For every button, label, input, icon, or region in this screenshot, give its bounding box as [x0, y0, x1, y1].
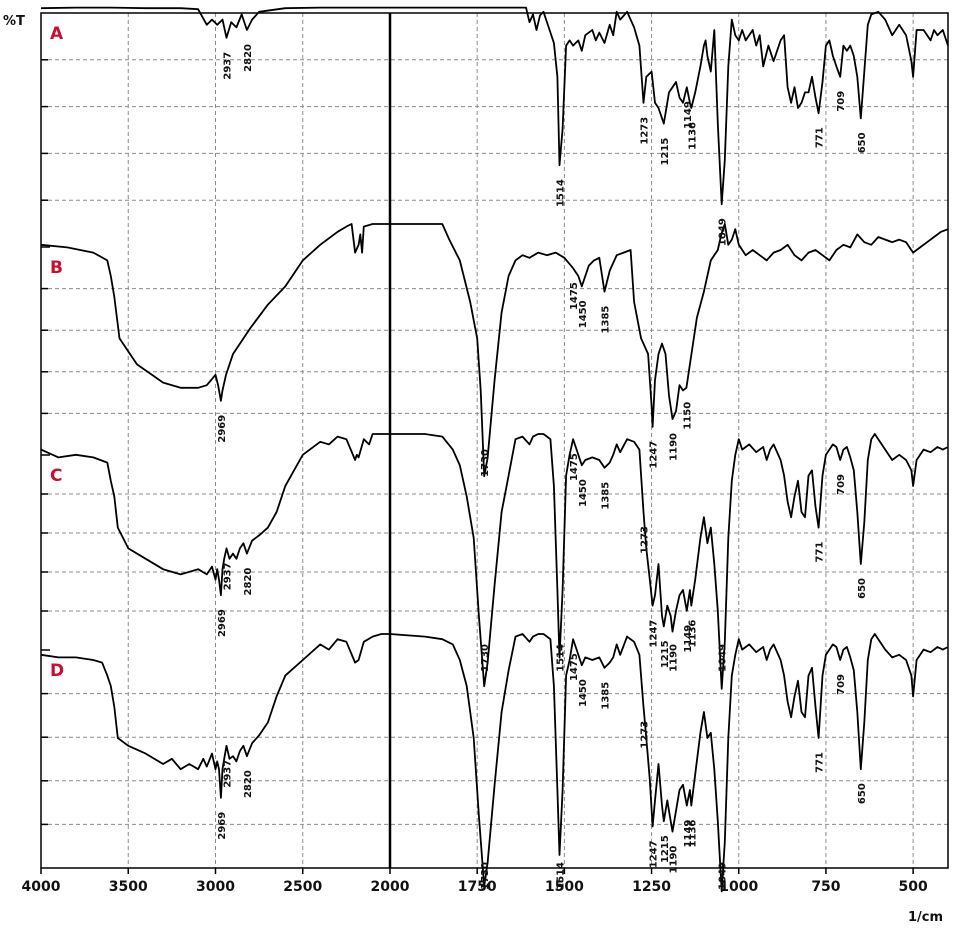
spectrum-d-trace [40, 633, 949, 893]
peak-label: 1190 [669, 644, 680, 672]
peak-label: 1190 [669, 433, 680, 461]
peak-label: 1385 [601, 306, 612, 334]
peak-label: 1149 [683, 820, 694, 848]
peak-label: 1215 [660, 640, 671, 668]
peak-label: 650 [857, 578, 868, 599]
trace-layer [40, 6, 949, 893]
panel-label-b: B [50, 258, 63, 278]
panel-label-c: C [50, 466, 62, 486]
peak-label: 2937 [223, 760, 234, 788]
peak-label: 1514 [556, 179, 567, 207]
spectrum-b-trace [40, 223, 949, 478]
peak-label: 1215 [660, 138, 671, 166]
peak-label: 1150 [682, 402, 693, 430]
peak-label: 1215 [660, 835, 671, 863]
peak-label: 2820 [243, 770, 254, 798]
y-axis-label: %T [3, 14, 25, 29]
peak-label: 1149 [683, 101, 694, 129]
peak-label: 1136 [687, 620, 698, 648]
peak-label: 1273 [640, 117, 651, 145]
spectrum-a-trace [40, 6, 949, 206]
peak-label: 1049 [718, 644, 729, 672]
peak-label: 2937 [223, 562, 234, 590]
peak-label: 2937 [223, 52, 234, 80]
peak-label: 1247 [649, 620, 660, 648]
peak-label: 1450 [578, 479, 589, 507]
peak-label: 2969 [217, 415, 228, 443]
x-tick-label: 2000 [371, 879, 410, 895]
peak-label: 2969 [217, 812, 228, 840]
peak-label: 2969 [217, 609, 228, 637]
peak-label: 1514 [556, 862, 567, 890]
peak-label: 1136 [687, 122, 698, 150]
x-tick-label: 3000 [196, 879, 235, 895]
plot-frame [40, 12, 949, 869]
peak-label: 1475 [569, 282, 580, 310]
x-tick-label: 500 [899, 879, 928, 895]
peak-label: 1450 [578, 300, 589, 328]
frame-layer [40, 12, 949, 869]
panel-label-a: A [50, 24, 64, 44]
peak-label: 1730 [480, 644, 491, 672]
peak-label: 1730 [480, 449, 491, 477]
peak-label: 771 [815, 127, 826, 148]
peak-label: 1190 [669, 846, 680, 874]
peak-label: 709 [836, 674, 847, 695]
peak-label: 1273 [640, 526, 651, 554]
x-axis-unit: 1/cm [908, 910, 943, 925]
peak-label: 771 [815, 542, 826, 563]
peak-label: 1450 [578, 679, 589, 707]
panel-label-d: D [50, 661, 64, 681]
peak-label: 1136 [687, 820, 698, 848]
peak-label: 1385 [601, 482, 612, 510]
peak-label: 1514 [556, 644, 567, 672]
peak-label: 1475 [569, 453, 580, 481]
peak-label: 1247 [649, 441, 660, 469]
peak-label: 709 [836, 474, 847, 495]
x-tick-label: 1750 [458, 879, 497, 895]
peak-label: 2820 [243, 568, 254, 596]
x-tick-label: 750 [811, 879, 840, 895]
x-tick-label: 4000 [22, 879, 61, 895]
x-tick-label: 2500 [283, 879, 322, 895]
peak-label: 2820 [243, 44, 254, 72]
x-tick-label: 1000 [719, 879, 758, 895]
peak-label: 1273 [640, 721, 651, 749]
peak-label: 771 [815, 752, 826, 773]
peak-label: 1149 [683, 625, 694, 653]
spectrum-c-trace [40, 433, 949, 690]
x-tick-label: 1500 [545, 879, 584, 895]
peak-label: 1730 [480, 862, 491, 890]
grid-layer [40, 13, 948, 874]
peak-label: 1049 [718, 218, 729, 246]
peak-label: 709 [836, 91, 847, 112]
peak-label: 1385 [601, 682, 612, 710]
label-layer: 4000 3500 3000 2500 2000 1750 1500 1250 1000 750 5… [22, 24, 928, 895]
x-tick-label: 3500 [109, 879, 148, 895]
peak-label: 1247 [649, 840, 660, 868]
x-tick-label: 1250 [632, 879, 671, 895]
peak-label: 650 [857, 783, 868, 804]
peak-label: 650 [857, 132, 868, 153]
peak-label: 1049 [718, 862, 729, 890]
peak-label: 1475 [569, 653, 580, 681]
